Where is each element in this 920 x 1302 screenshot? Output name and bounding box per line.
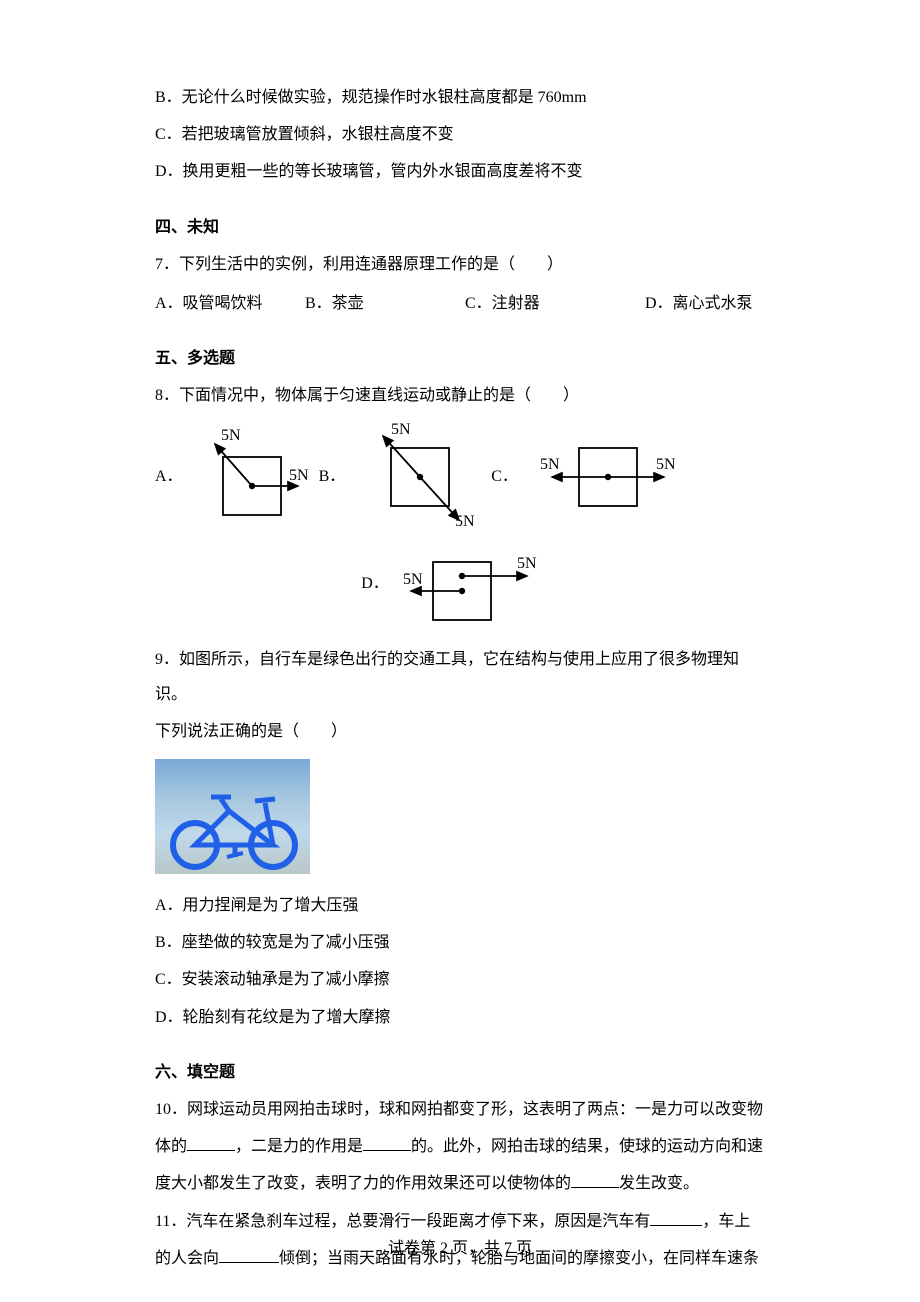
section4-title: 四、未知 xyxy=(155,210,765,245)
q8-label-c: C． xyxy=(491,459,518,494)
q10-b-mid: ，二是力的作用是 xyxy=(235,1138,363,1155)
q10-line-b: 体的 ，二是力的作用是 的。此外，网拍击球的结果，使球的运动方向和速 xyxy=(155,1129,765,1164)
q10-blank-2 xyxy=(363,1132,411,1151)
svg-text:5N: 5N xyxy=(517,555,537,572)
q10-line-c: 度大小都发生了改变，表明了力的作用效果还可以使物体的 发生改变。 xyxy=(155,1166,765,1201)
section6-title: 六、填空题 xyxy=(155,1055,765,1090)
q8-diagrams-row1: A． 5N 5N B． 5N 5N C． 5N 5N xyxy=(155,422,765,532)
q8-stem: 8．下面情况中，物体属于匀速直线运动或静止的是（ ） xyxy=(155,378,765,413)
q7-stem: 7．下列生活中的实例，利用连通器原理工作的是（ ） xyxy=(155,247,765,282)
q9-opt-a: A．用力捏闸是为了增大压强 xyxy=(155,888,765,923)
q9-photo xyxy=(155,759,310,874)
q11-a-post: ，车上 xyxy=(702,1213,750,1230)
q7-opt-a: A．吸管喝饮料 xyxy=(155,286,305,321)
svg-text:5N: 5N xyxy=(455,513,475,530)
q10-c-post: 发生改变。 xyxy=(619,1175,699,1192)
q7-options: A．吸管喝饮料 B．茶壶 C．注射器 D．离心式水泵 xyxy=(155,286,765,321)
q8-diagram-c: 5N 5N xyxy=(528,437,688,517)
q6-opt-b: B．无论什么时候做实验，规范操作时水银柱高度都是 760mm xyxy=(155,80,765,115)
q10-b-pre: 体的 xyxy=(155,1138,187,1155)
section5-title: 五、多选题 xyxy=(155,341,765,376)
q8-label-d: D． xyxy=(361,566,389,601)
q10-b-post: 的。此外，网拍击球的结果，使球的运动方向和速 xyxy=(411,1138,763,1155)
q6-opt-c: C．若把玻璃管放置倾斜，水银柱高度不变 xyxy=(155,117,765,152)
q9-stem-a: 9．如图所示，自行车是绿色出行的交通工具，它在结构与使用上应用了很多物理知识。 xyxy=(155,642,765,712)
q8-diagram-a: 5N 5N xyxy=(193,422,313,532)
q6-opt-d: D．换用更粗一些的等长玻璃管，管内外水银面高度差将不变 xyxy=(155,154,765,189)
bicycle-icon xyxy=(161,775,306,870)
q8-diagram-b: 5N 5N xyxy=(355,422,485,532)
q9-opt-d: D．轮胎刻有花纹是为了增大摩擦 xyxy=(155,1000,765,1035)
q8-diagram-d: 5N 5N xyxy=(399,542,559,626)
svg-text:5N: 5N xyxy=(289,467,309,484)
q9-opt-b: B．座垫做的较宽是为了减小压强 xyxy=(155,925,765,960)
page-footer: 试卷第 2 页，共 7 页 xyxy=(0,1231,920,1266)
svg-text:5N: 5N xyxy=(391,422,411,438)
svg-text:5N: 5N xyxy=(403,571,423,588)
q8-label-a: A． xyxy=(155,459,183,494)
svg-text:5N: 5N xyxy=(540,456,560,473)
q7-opt-d: D．离心式水泵 xyxy=(645,286,753,321)
q9-opt-c: C．安装滚动轴承是为了减小摩擦 xyxy=(155,962,765,997)
q8-diagrams-row2: D． 5N 5N xyxy=(155,542,765,626)
svg-text:5N: 5N xyxy=(221,427,241,444)
q9-stem-b: 下列说法正确的是（ ） xyxy=(155,714,765,749)
svg-text:5N: 5N xyxy=(656,456,676,473)
q11-a-pre: 11．汽车在紧急刹车过程，总要滑行一段距离才停下来，原因是汽车有 xyxy=(155,1213,650,1230)
q10-c-pre: 度大小都发生了改变，表明了力的作用效果还可以使物体的 xyxy=(155,1175,571,1192)
q10-line-a: 10．网球运动员用网拍击球时，球和网拍都变了形，这表明了两点：一是力可以改变物 xyxy=(155,1092,765,1127)
q7-opt-b: B．茶壶 xyxy=(305,286,465,321)
q11-blank-1 xyxy=(650,1206,702,1225)
q10-blank-1 xyxy=(187,1132,235,1151)
q10-blank-3 xyxy=(571,1169,619,1188)
q7-opt-c: C．注射器 xyxy=(465,286,645,321)
q8-label-b: B． xyxy=(319,459,346,494)
